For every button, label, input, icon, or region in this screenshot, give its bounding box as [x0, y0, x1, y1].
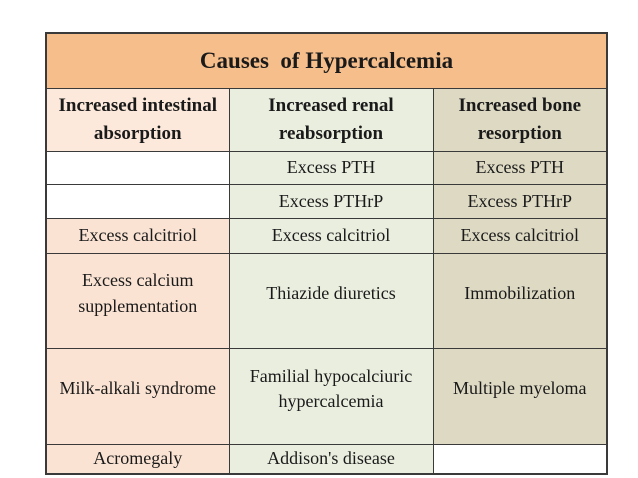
- table-row: Acromegaly Addison's disease: [45, 444, 608, 475]
- table-title-row: Causes of Hypercalcemia: [45, 32, 608, 89]
- table-cell: Excess PTH: [432, 151, 608, 185]
- table-cell: Milk-alkali syndrome: [45, 348, 230, 445]
- table-cell-empty: [45, 184, 230, 219]
- table-cell-empty: [45, 151, 230, 185]
- table-row: Excess PTHrP Excess PTHrP: [45, 184, 608, 219]
- column-header-renal-reabsorption: Increased renal reabsorption: [228, 88, 434, 152]
- table-cell: Immobilization: [432, 253, 608, 349]
- table-row: Excess calcitriol Excess calcitriol Exce…: [45, 218, 608, 254]
- table-cell: Excess calcitriol: [45, 218, 230, 254]
- table-cell: Multiple myeloma: [432, 348, 608, 445]
- table-cell: Excess PTHrP: [432, 184, 608, 219]
- table-cell: Excess PTH: [228, 151, 434, 185]
- table-row: Excess calcium supplementation Thiazide …: [45, 253, 608, 349]
- table-cell: Excess calcitriol: [228, 218, 434, 254]
- column-header-intestinal-absorption: Increased intestinal absorption: [45, 88, 230, 152]
- table-cell: Excess calcium supplementation: [45, 253, 230, 349]
- table-cell-empty: [432, 444, 608, 475]
- table-cell: Familial hypocalciuric hypercalcemia: [228, 348, 434, 445]
- table-cell: Excess PTHrP: [228, 184, 434, 219]
- column-header-bone-resorption: Increased bone resorption: [432, 88, 608, 152]
- table-title: Causes of Hypercalcemia: [45, 32, 608, 89]
- table-header-row: Increased intestinal absorption Increase…: [45, 88, 608, 152]
- table-cell: Thiazide diuretics: [228, 253, 434, 349]
- table-cell: Addison's disease: [228, 444, 434, 475]
- table-cell: Excess calcitriol: [432, 218, 608, 254]
- table-row: Milk-alkali syndrome Familial hypocalciu…: [45, 348, 608, 445]
- table-row: Excess PTH Excess PTH: [45, 151, 608, 185]
- hypercalcemia-table: Causes of Hypercalcemia Increased intest…: [45, 32, 609, 475]
- table-cell: Acromegaly: [45, 444, 230, 475]
